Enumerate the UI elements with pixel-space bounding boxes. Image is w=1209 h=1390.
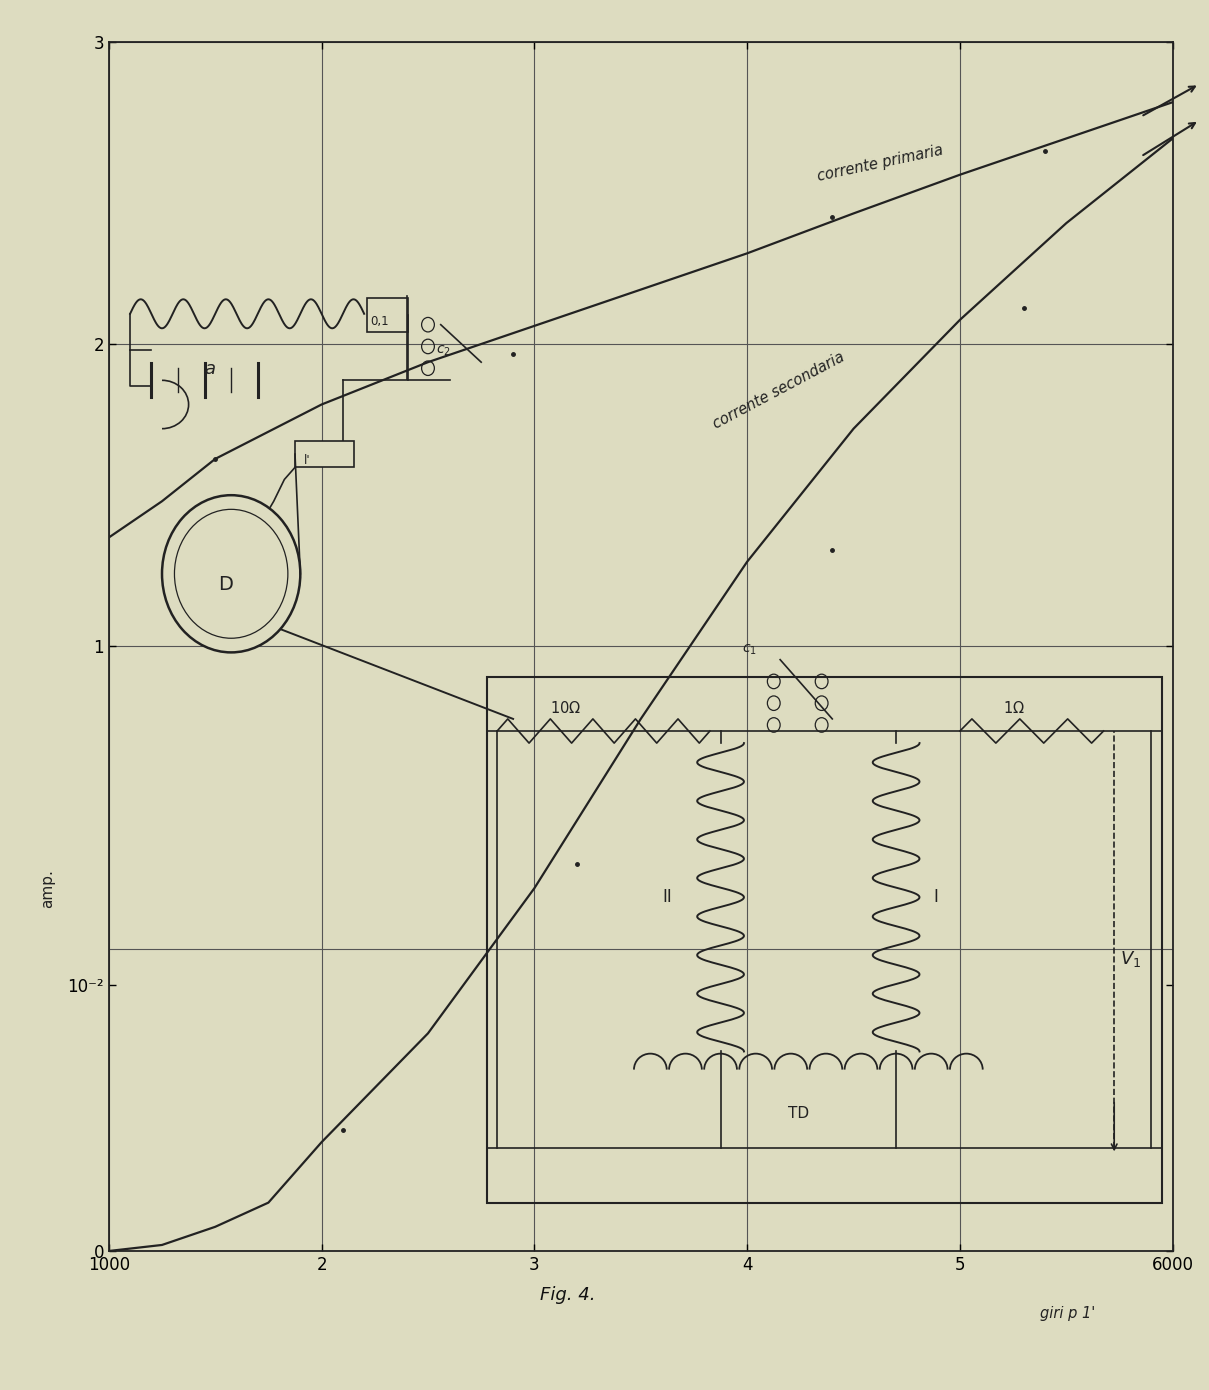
Text: D: D: [219, 574, 233, 594]
Text: a: a: [204, 360, 215, 378]
Text: $c_2$: $c_2$: [436, 343, 451, 359]
Text: $V_1$: $V_1$: [1120, 949, 1141, 969]
Text: TD: TD: [787, 1106, 809, 1120]
Text: I: I: [933, 888, 938, 906]
Text: Fig. 4.: Fig. 4.: [540, 1286, 596, 1304]
Text: 0,1: 0,1: [370, 314, 389, 328]
Bar: [486, 677, 1162, 1202]
Text: $c_1$: $c_1$: [742, 642, 757, 657]
Text: II: II: [663, 888, 672, 906]
Bar: [295, 441, 353, 467]
Text: $1\Omega$: $1\Omega$: [1002, 699, 1024, 716]
Text: amp.: amp.: [40, 869, 54, 908]
Bar: [368, 297, 407, 332]
Circle shape: [162, 495, 300, 652]
Text: corrente secondaria: corrente secondaria: [710, 349, 846, 432]
Text: l': l': [303, 453, 311, 467]
Text: $10\Omega$: $10\Omega$: [550, 699, 582, 716]
Text: corrente primaria: corrente primaria: [816, 142, 945, 183]
Text: giri p 1': giri p 1': [1040, 1305, 1095, 1320]
